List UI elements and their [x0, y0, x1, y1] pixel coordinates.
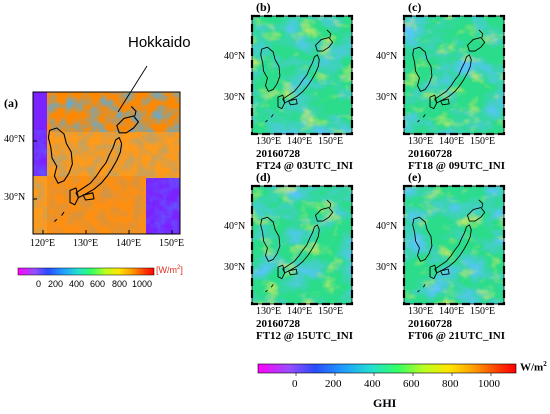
- panel-a-cbar-tick-1000: 1000: [132, 279, 153, 289]
- panel-a-cbar-unit-base: [W/m: [156, 265, 177, 275]
- main-cbar-tick-400: 400: [364, 378, 381, 390]
- main-cbar-tick-0: 0: [292, 378, 298, 390]
- panel-e-lon-tick-150: 150°E: [470, 306, 496, 317]
- main-cbar-unit-base: W/m: [520, 361, 544, 374]
- panel-e-date: 20160728: [408, 318, 452, 330]
- main-cbar-tick-200: 200: [325, 378, 342, 390]
- panel-a-lat-tick-40: 40°N: [4, 134, 26, 145]
- panel-d-forecast: FT12 @ 15UTC_INI: [256, 330, 354, 342]
- panel-b-lon-tick-140: 140°E: [287, 136, 313, 147]
- panel-c-lon-tick-140: 140°E: [439, 136, 465, 147]
- main-cbar-tick-600: 600: [403, 378, 420, 390]
- panel-d-lat-tick-30: 30°N: [224, 262, 246, 273]
- panel-a-colorbar: [17, 267, 155, 276]
- panel-c-lon-tick-150: 150°E: [470, 136, 496, 147]
- main-cbar-unit-exp: 2: [543, 360, 547, 368]
- panel-a-cbar-tick-800: 800: [112, 279, 128, 289]
- panel-c-lat-tick-40: 40°N: [376, 51, 398, 62]
- panel-e-lat-tick-30: 30°N: [376, 262, 398, 273]
- panel-e-lat-tick-40: 40°N: [376, 221, 398, 232]
- panel-c-lat-tick-30: 30°N: [376, 92, 398, 103]
- panel-a-cbar-tick-200: 200: [48, 279, 64, 289]
- panel-a-cbar-unit: [W/m2]: [156, 265, 183, 275]
- panel-a-ocean-tone: [47, 176, 146, 234]
- panel-a-lon-tick-130: 130°E: [73, 238, 99, 249]
- panel-e-lon-tick-140: 140°E: [439, 306, 465, 317]
- main-cbar-label: GHI: [373, 396, 397, 410]
- forecast-map-e: [402, 184, 506, 306]
- forecast-map-b-frame-inner: [251, 15, 353, 135]
- panel-d-date: 20160728: [256, 318, 300, 330]
- main-cbar-tick-800: 800: [442, 378, 459, 390]
- forecast-map-e-frame-inner: [403, 185, 505, 305]
- forecast-map-b-clear-sky: [252, 16, 352, 134]
- forecast-map-e-clear-sky: [404, 186, 504, 304]
- panel-a-letter: (a): [4, 96, 18, 110]
- panel-a-frame: [32, 91, 181, 235]
- panel-a-lat-tick-30: 30°N: [4, 192, 26, 203]
- panel-e-lon-tick-130: 130°E: [408, 306, 434, 317]
- panel-d-lon-tick-130: 130°E: [256, 306, 282, 317]
- panel-d-lon-tick-150: 150°E: [318, 306, 344, 317]
- panel-a-lon-tick-140: 140°E: [116, 238, 142, 249]
- panel-a-cbar-unit-close: ]: [180, 265, 183, 275]
- forecast-map-c-clear-sky: [404, 16, 504, 134]
- panel-b-lat-tick-40: 40°N: [224, 51, 246, 62]
- forecast-map-b: [250, 14, 354, 136]
- main-cbar-unit: W/m2: [520, 360, 547, 374]
- panel-a-lon-tick-150: 150°E: [159, 238, 185, 249]
- forecast-map-c-frame-inner: [403, 15, 505, 135]
- panel-a-cbar-tick-0: 0: [36, 279, 42, 289]
- forecast-map-d-clear-sky: [252, 186, 352, 304]
- panel-b-forecast: FT24 @ 03UTC_INI: [256, 160, 354, 172]
- forecast-map-d: [250, 184, 354, 306]
- panel-b-letter: (b): [256, 0, 271, 14]
- panel-a-cbar-tick-400: 400: [69, 279, 85, 289]
- panel-c-lon-tick-130: 130°E: [408, 136, 434, 147]
- panel-e-letter: (e): [408, 170, 422, 184]
- main-colorbar: [257, 363, 517, 374]
- panel-e-forecast: FT06 @ 21UTC_INI: [408, 330, 506, 342]
- panel-d-letter: (d): [256, 170, 271, 184]
- panel-d-lon-tick-140: 140°E: [287, 306, 313, 317]
- panel-b-lon-tick-130: 130°E: [256, 136, 282, 147]
- panel-a-lon-tick-120: 120°E: [30, 238, 56, 249]
- panel-b-lon-tick-150: 150°E: [318, 136, 344, 147]
- panel-d-lat-tick-40: 40°N: [224, 221, 246, 232]
- panel-a-cbar-tick-600: 600: [90, 279, 106, 289]
- panel-b-lat-tick-30: 30°N: [224, 92, 246, 103]
- forecast-map-c: [402, 14, 506, 136]
- panel-b-date: 20160728: [256, 148, 300, 160]
- main-colorbar-ticks: [295, 373, 492, 376]
- forecast-map-d-frame-inner: [251, 185, 353, 305]
- panel-c-date: 20160728: [408, 148, 452, 160]
- hokkaido-annotation: Hokkaido: [128, 34, 191, 51]
- main-cbar-tick-1000: 1000: [478, 378, 500, 390]
- panel-c-letter: (c): [408, 0, 422, 14]
- panel-c-forecast: FT18 @ 09UTC_INI: [408, 160, 506, 172]
- panel-a-ticks: [33, 140, 173, 234]
- panel-a-cloud-texture: [47, 92, 180, 132]
- panel-a-observation-map: [32, 65, 181, 235]
- hokkaido-pointer-line: [117, 65, 148, 113]
- panel-a-cbar-unit-exp: 2: [177, 265, 181, 271]
